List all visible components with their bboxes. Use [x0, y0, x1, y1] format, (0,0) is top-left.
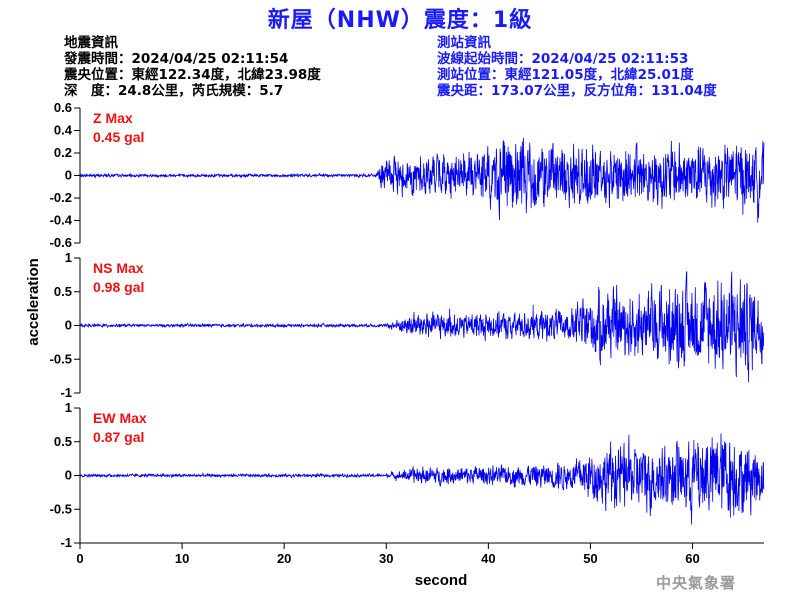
y-axis-label: acceleration — [25, 258, 42, 346]
agency-name: 中央氣象署 — [656, 574, 737, 592]
epicentral-distance: 震央距：173.07公里，反方位角：131.04度 — [437, 83, 717, 99]
x-tick-label: 40 — [481, 551, 495, 566]
ew-waveform — [79, 433, 765, 525]
x-tick-label: 10 — [175, 551, 189, 566]
ew-y-tick-label: 0.5 — [54, 434, 72, 449]
ns-y-tick-label: 1 — [65, 250, 72, 265]
depth-magnitude: 深 度：24.8公里，芮氏規模：5.7 — [64, 83, 284, 99]
origin-time: 發震時間：2024/04/25 02:11:54 — [64, 51, 289, 67]
ns-y-tick-label: -1 — [60, 385, 72, 400]
x-axis-label: second — [415, 572, 468, 589]
z-y-tick-label: 0.6 — [54, 100, 72, 115]
ns-y-tick-label: 0 — [65, 318, 72, 333]
station-info: 測站資訊 波線起始時間：2024/04/25 02:11:53 測站位置：東經1… — [437, 35, 717, 99]
z-y-tick-label: 0 — [65, 168, 72, 183]
z-max-label: Z Max — [93, 110, 133, 126]
page-title: 新屋（NHW）震度：1級 — [267, 8, 533, 33]
ew-max-value: 0.87 gal — [93, 429, 144, 445]
z-y-tick-label: 0.2 — [54, 145, 72, 160]
ns-y-tick-label: 0.5 — [54, 284, 72, 299]
x-tick-label: 30 — [379, 551, 393, 566]
ns-waveform — [79, 271, 765, 383]
ew-max-label: EW Max — [93, 410, 147, 426]
station-location: 測站位置：東經121.05度，北緯25.01度 — [437, 67, 694, 83]
z-y-tick-label: 0.4 — [54, 123, 73, 138]
z-y-tick-label: -0.4 — [50, 213, 73, 228]
wave-start-time: 波線起始時間：2024/04/25 02:11:53 — [437, 51, 689, 67]
earthquake-info-heading: 地震資訊 — [64, 35, 118, 51]
ew-y-tick-label: 0 — [65, 468, 72, 483]
ns-y-tick-label: -0.5 — [50, 351, 72, 366]
ew-y-tick-label: -1 — [60, 535, 72, 550]
x-tick-label: 50 — [583, 551, 597, 566]
x-tick-label: 20 — [277, 551, 291, 566]
ns-max-value: 0.98 gal — [93, 279, 144, 295]
z-y-tick-label: -0.6 — [50, 235, 72, 250]
x-tick-label: 60 — [685, 551, 699, 566]
ew-y-tick-label: 1 — [65, 400, 72, 415]
epicenter-location: 震央位置：東經122.34度，北緯23.98度 — [64, 67, 321, 83]
ns-max-label: NS Max — [93, 260, 144, 276]
earthquake-info: 地震資訊 發震時間：2024/04/25 02:11:54 震央位置：東經122… — [64, 35, 321, 99]
z-y-tick-label: -0.2 — [50, 190, 72, 205]
x-tick-label: 0 — [76, 551, 83, 566]
ew-y-tick-label: -0.5 — [50, 501, 72, 516]
z-max-value: 0.45 gal — [93, 129, 144, 145]
station-info-heading: 測站資訊 — [437, 35, 491, 51]
z-waveform — [79, 137, 765, 223]
